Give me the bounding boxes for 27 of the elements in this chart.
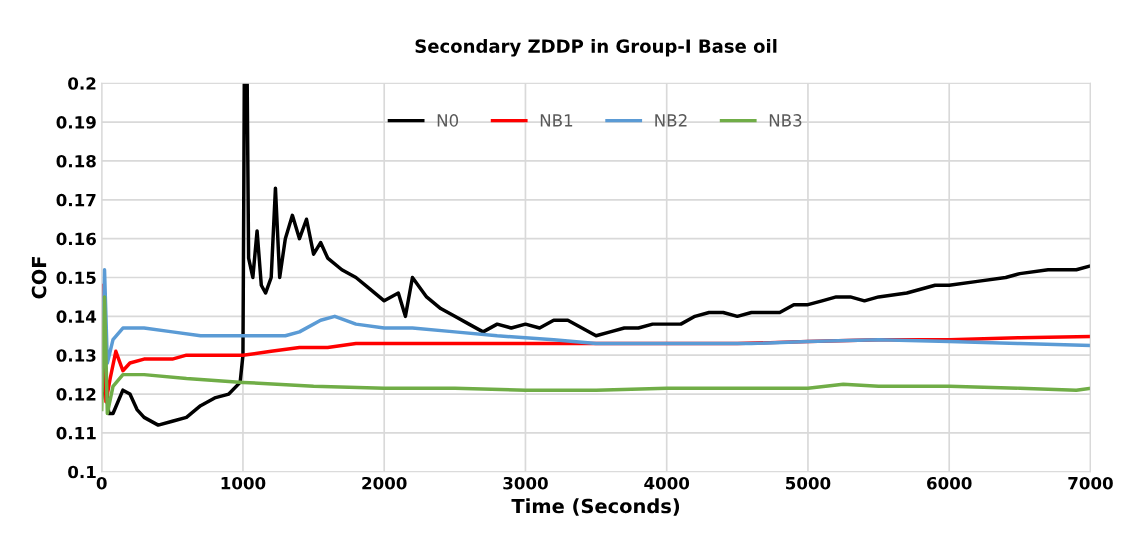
- y-tick-label: 0.11: [56, 426, 96, 440]
- x-tick-label: 5000: [786, 476, 831, 490]
- legend-label: N0: [437, 114, 459, 127]
- x-tick-label: 6000: [927, 476, 972, 490]
- y-tick-label: 0.14: [56, 310, 97, 323]
- legend-label: NB1: [540, 114, 573, 127]
- x-axis-title: Time (Seconds): [511, 498, 680, 516]
- y-tick-label: 0.18: [56, 154, 96, 168]
- y-axis-title: COF: [31, 257, 47, 299]
- y-tick-label: 0.19: [56, 116, 96, 129]
- y-tick-label: 0.12: [56, 388, 96, 401]
- legend-label: NB2: [655, 114, 687, 127]
- y-tick-label: 0.1: [68, 465, 96, 479]
- x-tick-label: 7000: [1068, 476, 1113, 490]
- y-tick-label: 0.2: [68, 77, 96, 90]
- x-tick-label: 2000: [362, 476, 407, 490]
- y-tick-label: 0.16: [56, 232, 96, 246]
- y-tick-label: 0.13: [56, 349, 96, 362]
- chart-title: Secondary ZDDP in Group-I Base oil: [415, 38, 777, 57]
- x-tick-label: 0: [96, 476, 107, 490]
- x-tick-label: 4000: [644, 476, 690, 490]
- x-tick-label: 1000: [221, 476, 266, 490]
- x-tick-label: 3000: [503, 476, 548, 490]
- y-tick-label: 0.17: [56, 193, 96, 207]
- line-series: [101, 295, 1091, 416]
- y-tick-label: 0.15: [56, 271, 96, 285]
- legend-label: NB3: [769, 114, 802, 127]
